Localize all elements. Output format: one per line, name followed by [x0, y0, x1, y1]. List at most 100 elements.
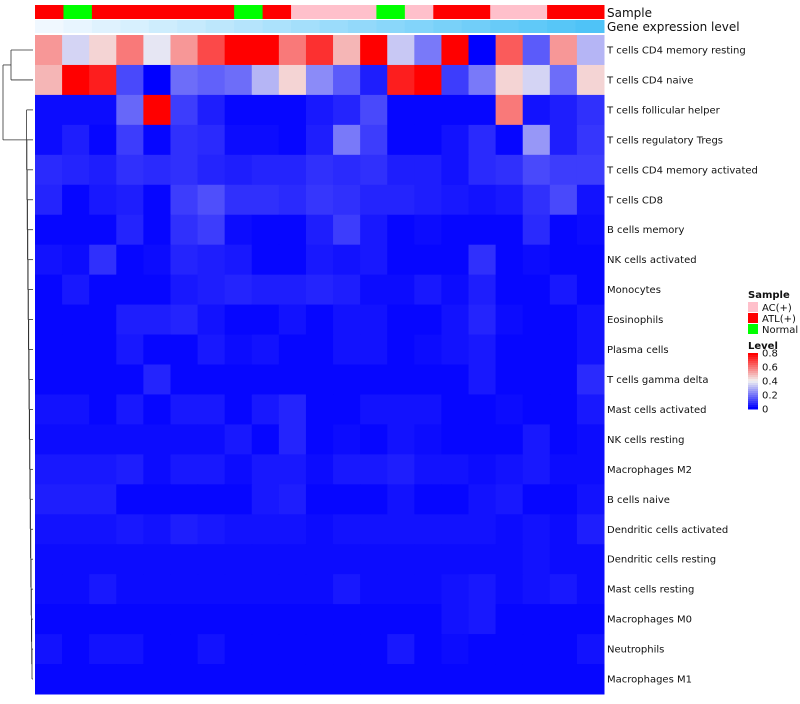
heatmap-cell — [197, 214, 226, 246]
heatmap-cell — [278, 364, 307, 395]
heatmap-cell — [360, 364, 388, 395]
heatmap-cell — [387, 454, 415, 485]
sample-annotation-cell — [35, 5, 64, 19]
heatmap-cell — [62, 214, 90, 246]
heatmap-cell — [224, 424, 253, 455]
row-label: T cells CD4 memory activated — [606, 165, 758, 176]
sample-annotation-cell — [376, 5, 406, 19]
level-legend-gradient-step — [748, 407, 758, 410]
heatmap-cell — [468, 454, 497, 485]
heatmap-cell — [197, 35, 226, 66]
heatmap-cell — [251, 544, 280, 575]
heatmap-cell — [495, 274, 524, 306]
heatmap-cell — [278, 664, 307, 695]
heatmap-cell — [387, 334, 415, 365]
heatmap-cell — [387, 634, 415, 665]
heatmap-cell — [62, 124, 90, 156]
heatmap-cell — [143, 154, 171, 186]
heatmap-cell — [522, 424, 551, 455]
heatmap-cell — [549, 604, 578, 635]
heatmap-cell — [278, 94, 307, 126]
level-legend-title: Level — [748, 341, 778, 352]
expression-annotation-cell — [461, 20, 491, 33]
heatmap-cell — [387, 244, 415, 276]
heatmap-cell — [387, 394, 415, 425]
heatmap-cell — [143, 94, 171, 126]
heatmap-cell — [576, 544, 605, 575]
heatmap-cell — [89, 304, 117, 336]
sample-legend-swatch — [748, 302, 758, 312]
level-legend-gradient-step — [748, 377, 758, 380]
sample-legend-swatch — [748, 313, 758, 323]
heatmap-cell — [116, 274, 144, 306]
heatmap-cell — [441, 454, 470, 485]
heatmap-cell — [251, 364, 280, 395]
heatmap-cell — [116, 604, 144, 635]
heatmap-cell — [35, 424, 63, 455]
heatmap-cell — [522, 514, 551, 545]
heatmap-cell — [35, 544, 63, 575]
heatmap-cell — [387, 274, 415, 306]
sample-annotation-cell — [120, 5, 150, 19]
sample-legend-title: Sample — [748, 290, 790, 301]
heatmap-cell — [305, 64, 334, 96]
sample-annotation-cell — [177, 5, 207, 19]
heatmap-cell — [35, 184, 63, 216]
expression-annotation-cell — [63, 20, 93, 33]
heatmap-cell — [170, 244, 199, 276]
heatmap-cell — [549, 394, 578, 425]
heatmap-cell — [143, 544, 171, 575]
heatmap-cell — [89, 154, 117, 186]
heatmap-cell — [224, 244, 253, 276]
heatmap-cell — [522, 124, 551, 156]
heatmap-cell — [495, 244, 524, 276]
heatmap-cell — [305, 634, 334, 665]
sample-legend-label: AC(+) — [762, 303, 792, 314]
heatmap-cell — [143, 274, 171, 306]
heatmap-cell — [62, 544, 90, 575]
heatmap-cell — [414, 634, 442, 665]
heatmap-cell — [522, 394, 551, 425]
heatmap-cell — [333, 304, 361, 336]
heatmap-cell — [387, 514, 415, 545]
heatmap-cell — [224, 184, 253, 216]
heatmap-cell — [197, 274, 226, 306]
heatmap-cell — [333, 664, 361, 695]
heatmap-cell — [224, 334, 253, 365]
heatmap-cell — [360, 304, 388, 336]
row-label: T cells regulatory Tregs — [606, 135, 723, 146]
level-legend-gradient-step — [748, 353, 758, 356]
heatmap-cell — [143, 304, 171, 336]
expression-annotation-cell — [575, 20, 605, 33]
sample-annotation-cell — [319, 5, 349, 19]
row-label: Macrophages M1 — [607, 675, 692, 686]
heatmap-cell — [468, 424, 497, 455]
heatmap-cell — [62, 35, 90, 66]
heatmap-cell — [170, 154, 199, 186]
sample-annotation-cell — [547, 5, 577, 19]
heatmap-cell — [549, 544, 578, 575]
heatmap-cell — [522, 184, 551, 216]
heatmap-cell — [116, 664, 144, 695]
level-legend-gradient-step — [748, 391, 758, 394]
level-legend-gradient-step — [748, 389, 758, 392]
sample-annotation-cell — [205, 5, 235, 19]
heatmap-cell — [495, 334, 524, 365]
heatmap-cell — [576, 214, 605, 246]
heatmap-cell — [116, 124, 144, 156]
heatmap-cell — [414, 604, 442, 635]
heatmap-cell — [468, 154, 497, 186]
heatmap-cell — [89, 35, 117, 66]
heatmap-cell — [116, 514, 144, 545]
heatmap-cell — [197, 454, 226, 485]
heatmap-cell — [333, 334, 361, 365]
heatmap-cell — [143, 35, 171, 66]
heatmap-cell — [170, 544, 199, 575]
heatmap-cell — [333, 35, 361, 66]
heatmap-cell — [360, 484, 388, 515]
heatmap-cell — [360, 424, 388, 455]
level-legend-gradient-step — [748, 401, 758, 404]
heatmap-cell — [62, 484, 90, 515]
